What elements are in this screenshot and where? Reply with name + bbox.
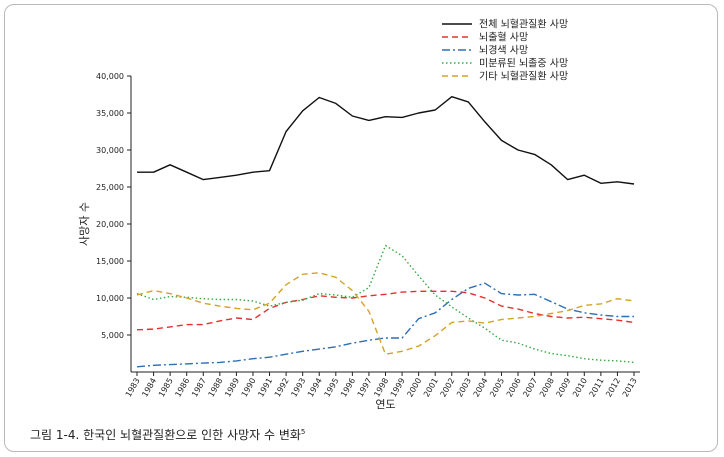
x-tick-label: 1996 [339,377,357,399]
legend-label: 뇌경색 사망 [479,44,528,57]
y-tick-label: 20,000 [96,220,124,229]
x-tick-label: 2006 [505,377,523,399]
x-axis-ticks: 1983198419851986198719881989199019911992… [124,372,639,399]
series-lines [136,95,635,368]
x-tick-label: 1994 [306,377,324,399]
y-axis-ticks: 5,000 10,000 15,000 20,000 25,000 30,000 35,00… [96,72,131,340]
x-tick-label: 2008 [538,377,556,399]
x-tick-label: 2012 [604,377,622,399]
y-tick-label: 30,000 [96,146,124,155]
series-line-3 [136,282,634,368]
x-tick-label: 2011 [588,377,606,399]
x-tick-label: 1993 [289,377,307,399]
x-tick-label: 2005 [488,377,506,399]
x-axis-label: 연도 [375,398,395,411]
series-line-5 [136,272,635,355]
x-tick-label: 1998 [372,377,390,399]
x-tick-label: 1988 [207,377,225,399]
x-tick-label: 1985 [157,377,175,399]
x-tick-label: 1991 [256,377,274,399]
x-tick-label: 2004 [472,377,490,399]
y-axis-label: 사망자 수 [78,202,91,246]
legend-label: 기타 뇌혈관질환 사망 [479,70,568,83]
x-tick-label: 1992 [273,377,291,399]
y-tick-label: 5,000 [101,331,124,340]
x-tick-label: 1999 [389,377,407,399]
x-tick-label: 2000 [405,377,423,399]
legend-label: 뇌출혈 사망 [479,31,528,44]
figure-caption: 그림 1-4. 한국인 뇌혈관질환으로 인한 사망자 수 변화5 [30,426,305,443]
x-tick-label: 1997 [356,377,374,399]
x-tick-label: 2001 [422,377,440,399]
x-tick-label: 1984 [140,377,158,399]
y-tick-label: 15,000 [96,257,124,266]
caption-text: 그림 1-4. 한국인 뇌혈관질환으로 인한 사망자 수 변화 [30,428,301,442]
series-line-4 [136,244,635,364]
x-tick-label: 2007 [521,377,539,399]
x-tick-label: 1990 [240,377,258,399]
y-tick-label: 10,000 [96,294,124,303]
y-tick-label: 35,000 [96,109,124,118]
series-line-1 [137,95,635,185]
x-tick-label: 1989 [223,377,241,399]
x-tick-label: 2003 [455,377,473,399]
y-tick-label: 40,000 [96,72,124,81]
x-tick-label: 1995 [323,377,341,399]
x-tick-label: 1986 [173,377,191,399]
series-line-2 [136,290,635,331]
x-tick-label: 2010 [571,377,589,399]
y-tick-label: 25,000 [96,183,124,192]
x-tick-label: 1987 [190,377,208,399]
legend-label: 전체 뇌혈관질환 사망 [479,18,568,31]
caption-footnote-marker: 5 [300,428,306,436]
figure-frame [4,4,718,452]
x-tick-label: 2002 [439,377,457,399]
x-tick-label: 1983 [124,377,142,399]
x-tick-label: 2009 [554,377,572,399]
x-tick-label: 2013 [621,377,639,399]
legend-label: 미분류된 뇌졸중 사망 [479,58,568,70]
chart-axes [130,76,640,373]
